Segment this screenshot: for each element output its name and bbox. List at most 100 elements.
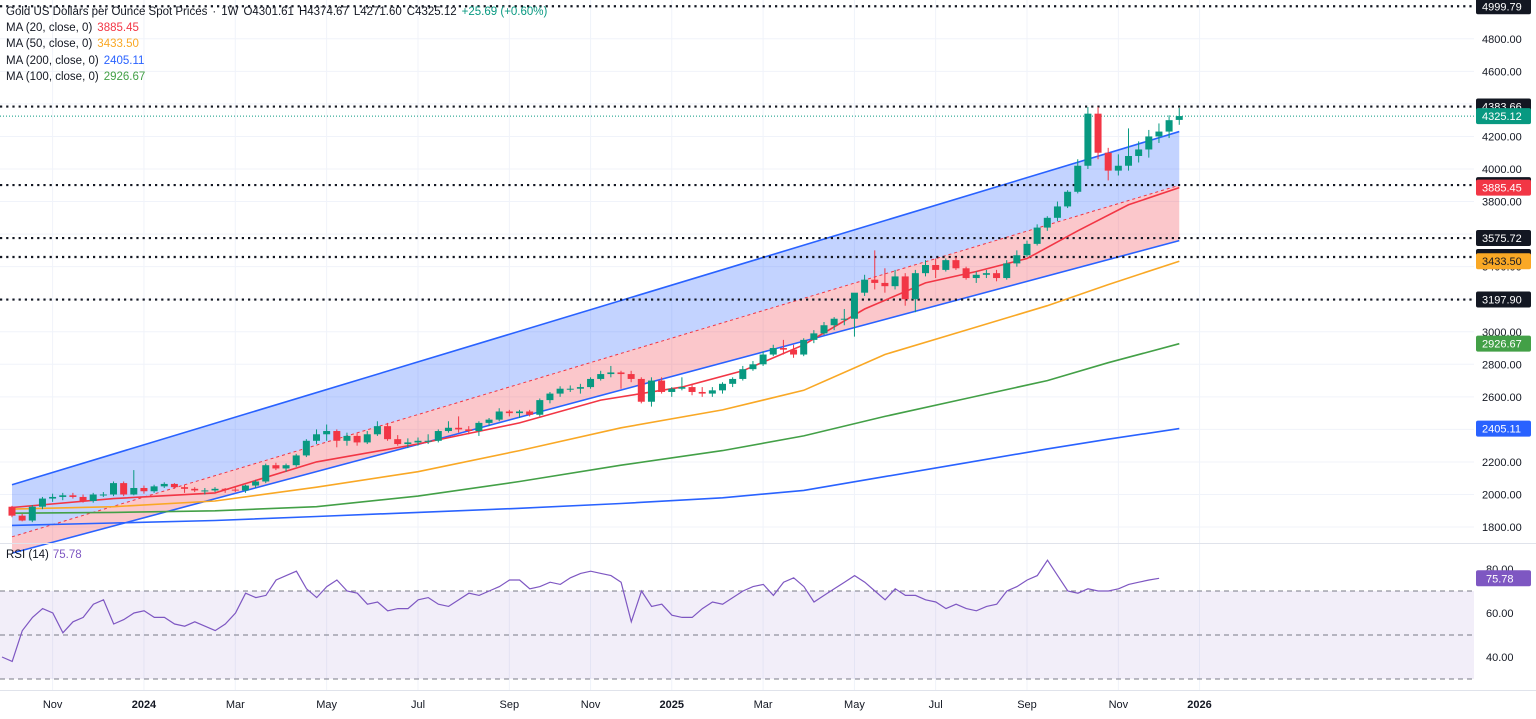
candle-body (536, 400, 544, 415)
candle-body (526, 411, 534, 415)
price-tick-label: 2800.00 (1482, 359, 1522, 371)
candle-body (739, 369, 747, 379)
candle-body (343, 435, 351, 441)
rsi-legend[interactable]: RSI (14) 75.78 (6, 549, 82, 561)
ma100-label: MA (100, close, 0) (6, 70, 99, 83)
candle-body (820, 325, 828, 334)
candle-body (881, 282, 889, 287)
candle-body (516, 411, 523, 414)
candle-body (201, 490, 209, 492)
candle-body (942, 260, 950, 270)
candle-body (140, 487, 148, 492)
candle-body (1003, 263, 1011, 279)
time-tick-label: Sep (500, 699, 520, 711)
rsi-tick-label: 60.00 (1486, 608, 1514, 620)
candle-body (982, 273, 990, 275)
time-tick-label: 2026 (1187, 699, 1211, 711)
ma50-value: 3433.50 (97, 38, 139, 51)
candle-body (911, 273, 919, 300)
ma50-label: MA (50, close, 0) (6, 38, 93, 51)
ma50-legend[interactable]: MA (50, close, 0) 3433.50 (6, 36, 547, 52)
candle-body (8, 506, 16, 516)
candle-body (394, 439, 402, 445)
candle-body (617, 372, 625, 375)
price-tag-background (1476, 420, 1531, 437)
ma20-legend[interactable]: MA (20, close, 0) 3885.45 (6, 20, 547, 36)
price-tag-background (1476, 179, 1531, 196)
time-tick-label: Nov (1109, 699, 1129, 711)
candle-body (485, 419, 493, 423)
candle-body (850, 292, 858, 319)
candle-body (556, 388, 564, 394)
candle-body (49, 496, 57, 499)
ma200-legend[interactable]: MA (200, close, 0) 2405.11 (6, 53, 547, 69)
candle-body (891, 276, 899, 287)
candle-body (932, 265, 940, 270)
time-tick-label: May (844, 699, 865, 711)
ma20-value: 3885.45 (97, 22, 139, 35)
ma100-value: 2926.67 (103, 70, 146, 83)
ma-line-ma50 (11, 260, 1180, 510)
ma200-value: 2405.11 (103, 54, 145, 67)
candle-body (962, 268, 970, 279)
candle-body (99, 494, 107, 496)
chart-legend: Gold US Dollars per Ounce Spot Prices · 1… (6, 4, 547, 85)
candle-body (231, 489, 239, 491)
candle-body (597, 374, 605, 379)
price-tag-background (1476, 253, 1531, 270)
candle-body (69, 495, 77, 497)
candle-body (465, 429, 473, 432)
candle-body (262, 465, 270, 482)
candle-body (1114, 165, 1122, 171)
candle-body (952, 260, 960, 269)
price-tag-label: 3197.90 (1482, 295, 1522, 307)
candle-body (455, 427, 463, 430)
change-value: +25.69 (+0.60%) (461, 6, 548, 18)
candle-body (18, 515, 26, 521)
candle-body (302, 440, 310, 456)
time-axis[interactable]: Nov 2024 Mar May Jul Sep Nov 2025 Mar May Jul Sep No… (0, 690, 1536, 712)
grid (0, 0, 1474, 690)
candle-body (1084, 113, 1092, 166)
candle-body (1104, 152, 1112, 171)
time-tick-label: Jul (411, 699, 425, 711)
candle-body (627, 374, 635, 379)
price-tick-label: 4600.00 (1482, 66, 1522, 78)
candle-body (800, 339, 808, 355)
price-tick-label: 4200.00 (1482, 131, 1522, 143)
candle-body (1094, 113, 1102, 153)
candle-body (668, 388, 676, 392)
channel-lower-fill (12, 185, 1180, 554)
candle-body (1155, 131, 1163, 137)
ma100-legend[interactable]: MA (100, close, 0) 2926.67 (6, 69, 547, 85)
ma20-label: MA (20, close, 0) (6, 22, 93, 35)
ohlc-row[interactable]: Gold US Dollars per Ounce Spot Prices · 1… (6, 4, 547, 20)
time-tick-label: Nov (581, 699, 601, 711)
candle-body (972, 274, 980, 279)
ma200-label: MA (200, close, 0) (6, 54, 99, 67)
candle-body (211, 488, 219, 491)
candle-body (38, 498, 46, 507)
candle-body (79, 496, 87, 502)
price-axis[interactable]: 1800.002000.002200.002400.002600.002800.… (1476, 0, 1536, 543)
candle-body (1125, 155, 1132, 166)
time-tick-label: 2024 (132, 699, 157, 711)
rsi-line (1, 559, 1160, 663)
interval[interactable]: 1W (221, 6, 239, 18)
symbol-name[interactable]: Gold US Dollars per Ounce Spot Prices (6, 6, 208, 18)
candle-body (221, 488, 229, 490)
channel-upper-fill (12, 131, 1180, 537)
candle-body (1013, 255, 1021, 264)
rsi-label: RSI (14) (6, 549, 49, 561)
candle-body (1053, 206, 1061, 218)
candle-body (282, 465, 290, 469)
price-tick-label: 3800.00 (1482, 197, 1522, 209)
candle-body (150, 486, 158, 492)
candle-body (922, 265, 929, 274)
candle-body (830, 318, 838, 326)
candle-body (1135, 149, 1143, 156)
candle-body (110, 483, 117, 495)
candle-body (698, 391, 706, 394)
